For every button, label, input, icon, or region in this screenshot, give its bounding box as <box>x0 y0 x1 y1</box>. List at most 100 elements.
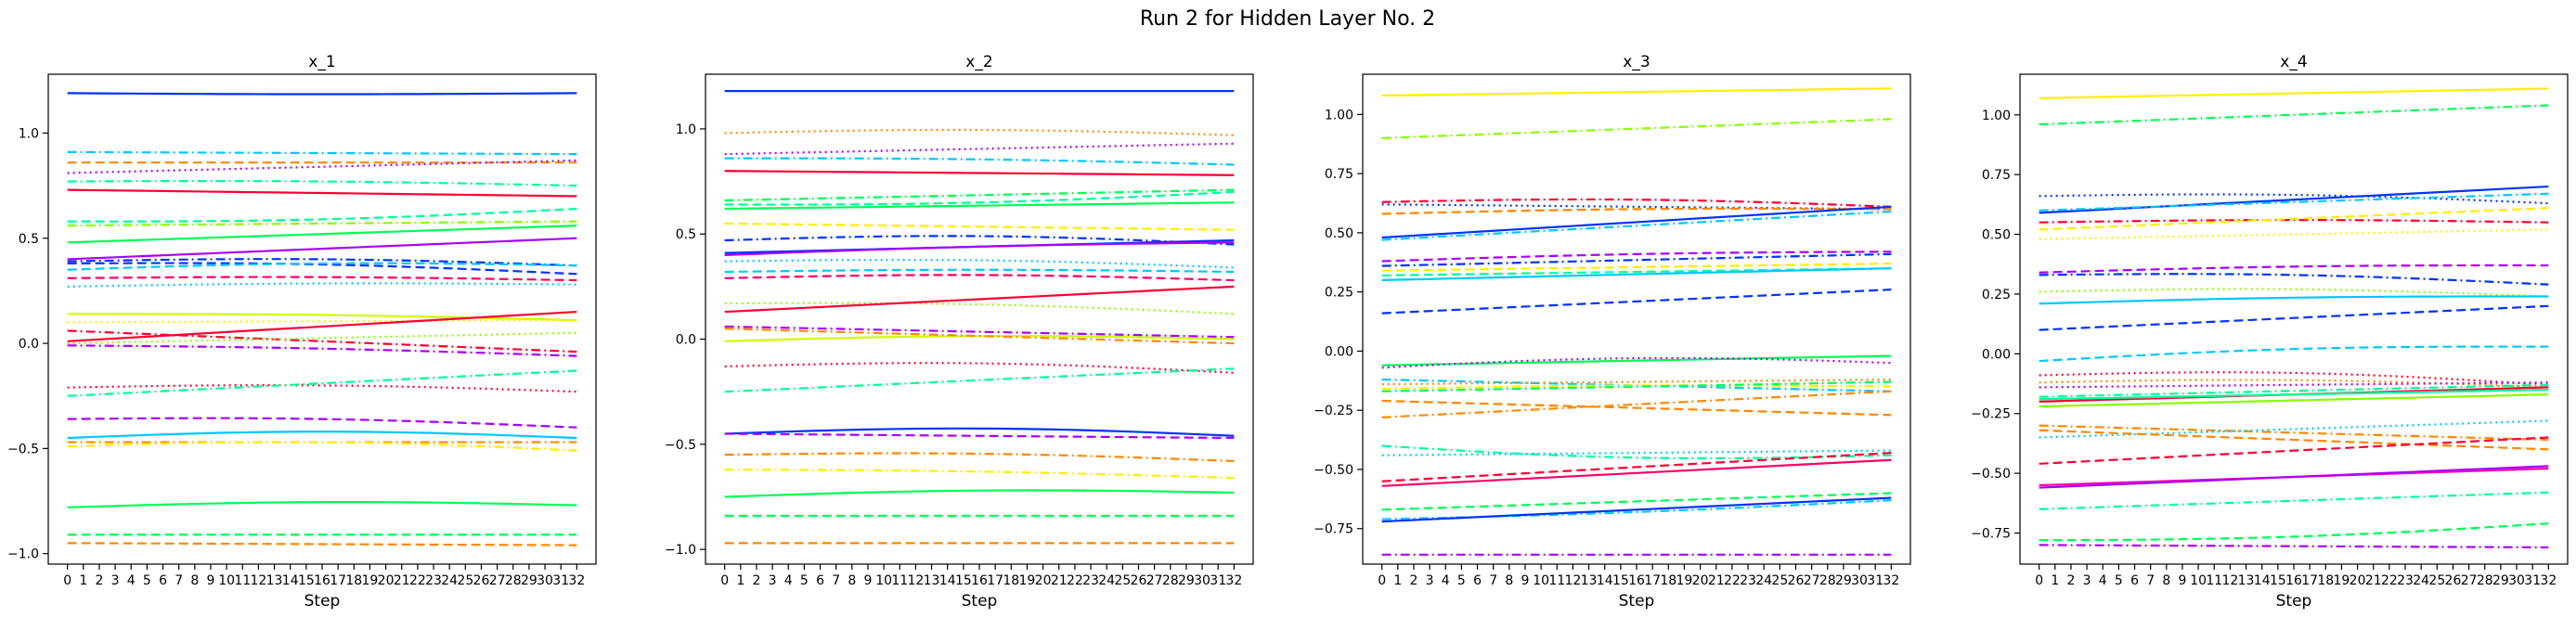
x-tick-label: 8 <box>848 573 856 588</box>
x-tick-label: 26 <box>473 573 490 588</box>
x-tick-label: 18 <box>1660 573 1676 588</box>
panel-x_3: x_3−0.75−0.50−0.250.000.250.500.751.000 1… <box>1314 53 1911 611</box>
series-line-22 <box>724 367 1235 393</box>
x-tick-label: 24 <box>441 573 458 588</box>
series-line-24 <box>1381 452 1892 482</box>
x-tick-label: 4 <box>127 573 136 588</box>
x-tick-label: 30 <box>537 573 553 588</box>
panel-title: x_4 <box>2280 53 2307 71</box>
x-tick-label: 30 <box>2508 573 2525 588</box>
series-line-15 <box>724 274 1235 282</box>
x-tick-label: 4 <box>1442 573 1450 588</box>
series-line-30 <box>67 542 577 546</box>
x-tick-label: 29 <box>2492 573 2509 588</box>
x-tick-label: 14 <box>939 573 956 588</box>
series-line-3 <box>724 142 1235 156</box>
series-line-28 <box>2039 491 2549 510</box>
x-tick-label: 14 <box>282 573 299 588</box>
figure-suptitle: Run 2 for Hidden Layer No. 2 <box>1140 7 1435 31</box>
x-tick-label: 8 <box>2162 573 2170 588</box>
x-tick-label: 25 <box>457 573 473 588</box>
x-tick-label: 3 <box>1426 573 1434 588</box>
x-tick-label: 23 <box>425 573 442 588</box>
x-tick-label: 32 <box>1225 573 1242 588</box>
x-tick-label: 11 <box>1548 573 1565 588</box>
series-lines <box>67 92 577 546</box>
series-line-27 <box>1381 499 1892 521</box>
x-tick-label: 27 <box>1146 573 1163 588</box>
y-tick-label: 0.25 <box>1325 286 1353 301</box>
x-tick-label: 21 <box>1051 573 1068 588</box>
x-tick-label: 5 <box>800 573 809 588</box>
x-tick-label: 3 <box>769 573 777 588</box>
x-tick-label: 22 <box>409 573 426 588</box>
x-tick-label: 29 <box>521 573 537 588</box>
series-line-6 <box>724 188 1235 202</box>
series-line-6 <box>1381 205 1892 239</box>
series-line-17 <box>1381 378 1892 386</box>
x-tick-label: 24 <box>1755 573 1772 588</box>
x-tick-label: 22 <box>2381 573 2398 588</box>
y-tick-label: −0.75 <box>1971 527 2011 542</box>
series-line-2 <box>67 150 577 156</box>
x-tick-label: 29 <box>1835 573 1852 588</box>
x-tick-label: 6 <box>1473 573 1482 588</box>
series-line-23 <box>724 427 1235 437</box>
series-line-9 <box>67 225 577 244</box>
series-line-17 <box>724 285 1235 314</box>
x-tick-label: 18 <box>345 573 362 588</box>
y-tick-label: 0.75 <box>1325 167 1353 182</box>
x-tick-label: 13 <box>1581 573 1598 588</box>
y-tick-label: 0.0 <box>676 333 696 348</box>
x-tick-label: 11 <box>2206 573 2222 588</box>
x-tick-label: 7 <box>1489 573 1497 588</box>
series-line-2 <box>1381 118 1892 139</box>
x-tick-label: 8 <box>1505 573 1513 588</box>
x-tick-label: 17 <box>2301 573 2318 588</box>
series-line-8 <box>67 220 577 227</box>
series-line-10 <box>1381 262 1892 272</box>
series-line-21 <box>724 362 1235 374</box>
series-line-8 <box>2039 228 2549 240</box>
series-line-28 <box>1381 496 1892 523</box>
x-tick-label: 11 <box>234 573 251 588</box>
series-line-11 <box>67 258 577 267</box>
x-tick-label: 21 <box>1708 573 1725 588</box>
x-tick-label: 14 <box>2254 573 2271 588</box>
series-line-6 <box>2039 219 2549 224</box>
series-line-23 <box>2039 419 2549 439</box>
x-tick-label: 21 <box>2365 573 2382 588</box>
x-tick-label: 30 <box>1194 573 1210 588</box>
x-tick-label: 9 <box>2179 573 2187 588</box>
series-line-13 <box>724 258 1235 269</box>
series-line-28 <box>67 501 577 508</box>
series-line-23 <box>67 369 577 397</box>
x-tick-label: 20 <box>1035 573 1052 588</box>
series-line-12 <box>67 262 577 276</box>
series-lines <box>724 90 1235 545</box>
y-tick-label: 0.00 <box>1325 344 1353 359</box>
series-line-21 <box>67 331 577 345</box>
y-tick-label: −0.75 <box>1314 522 1353 537</box>
x-tick-label: 18 <box>1003 573 1019 588</box>
series-line-13 <box>2039 304 2549 331</box>
x-axis-label: Step <box>962 592 998 611</box>
series-line-16 <box>724 302 1235 315</box>
series-line-25 <box>1381 458 1892 487</box>
series-line-26 <box>724 468 1235 480</box>
series-line-1 <box>1381 87 1892 97</box>
series-line-12 <box>2039 295 2549 305</box>
series-lines <box>1381 87 1892 556</box>
series-line-22 <box>2039 424 2549 442</box>
x-tick-label: 15 <box>955 573 972 588</box>
series-line-29 <box>2039 522 2549 542</box>
series-line-7 <box>2039 207 2549 231</box>
series-line-6 <box>67 188 577 198</box>
x-tick-label: 28 <box>505 573 522 588</box>
series-line-9 <box>724 222 1235 231</box>
series-line-4 <box>2039 193 2549 205</box>
series-line-13 <box>1381 289 1892 315</box>
series-line-10 <box>2039 273 2549 286</box>
series-line-14 <box>1381 354 1892 366</box>
x-tick-label: 13 <box>924 573 940 588</box>
